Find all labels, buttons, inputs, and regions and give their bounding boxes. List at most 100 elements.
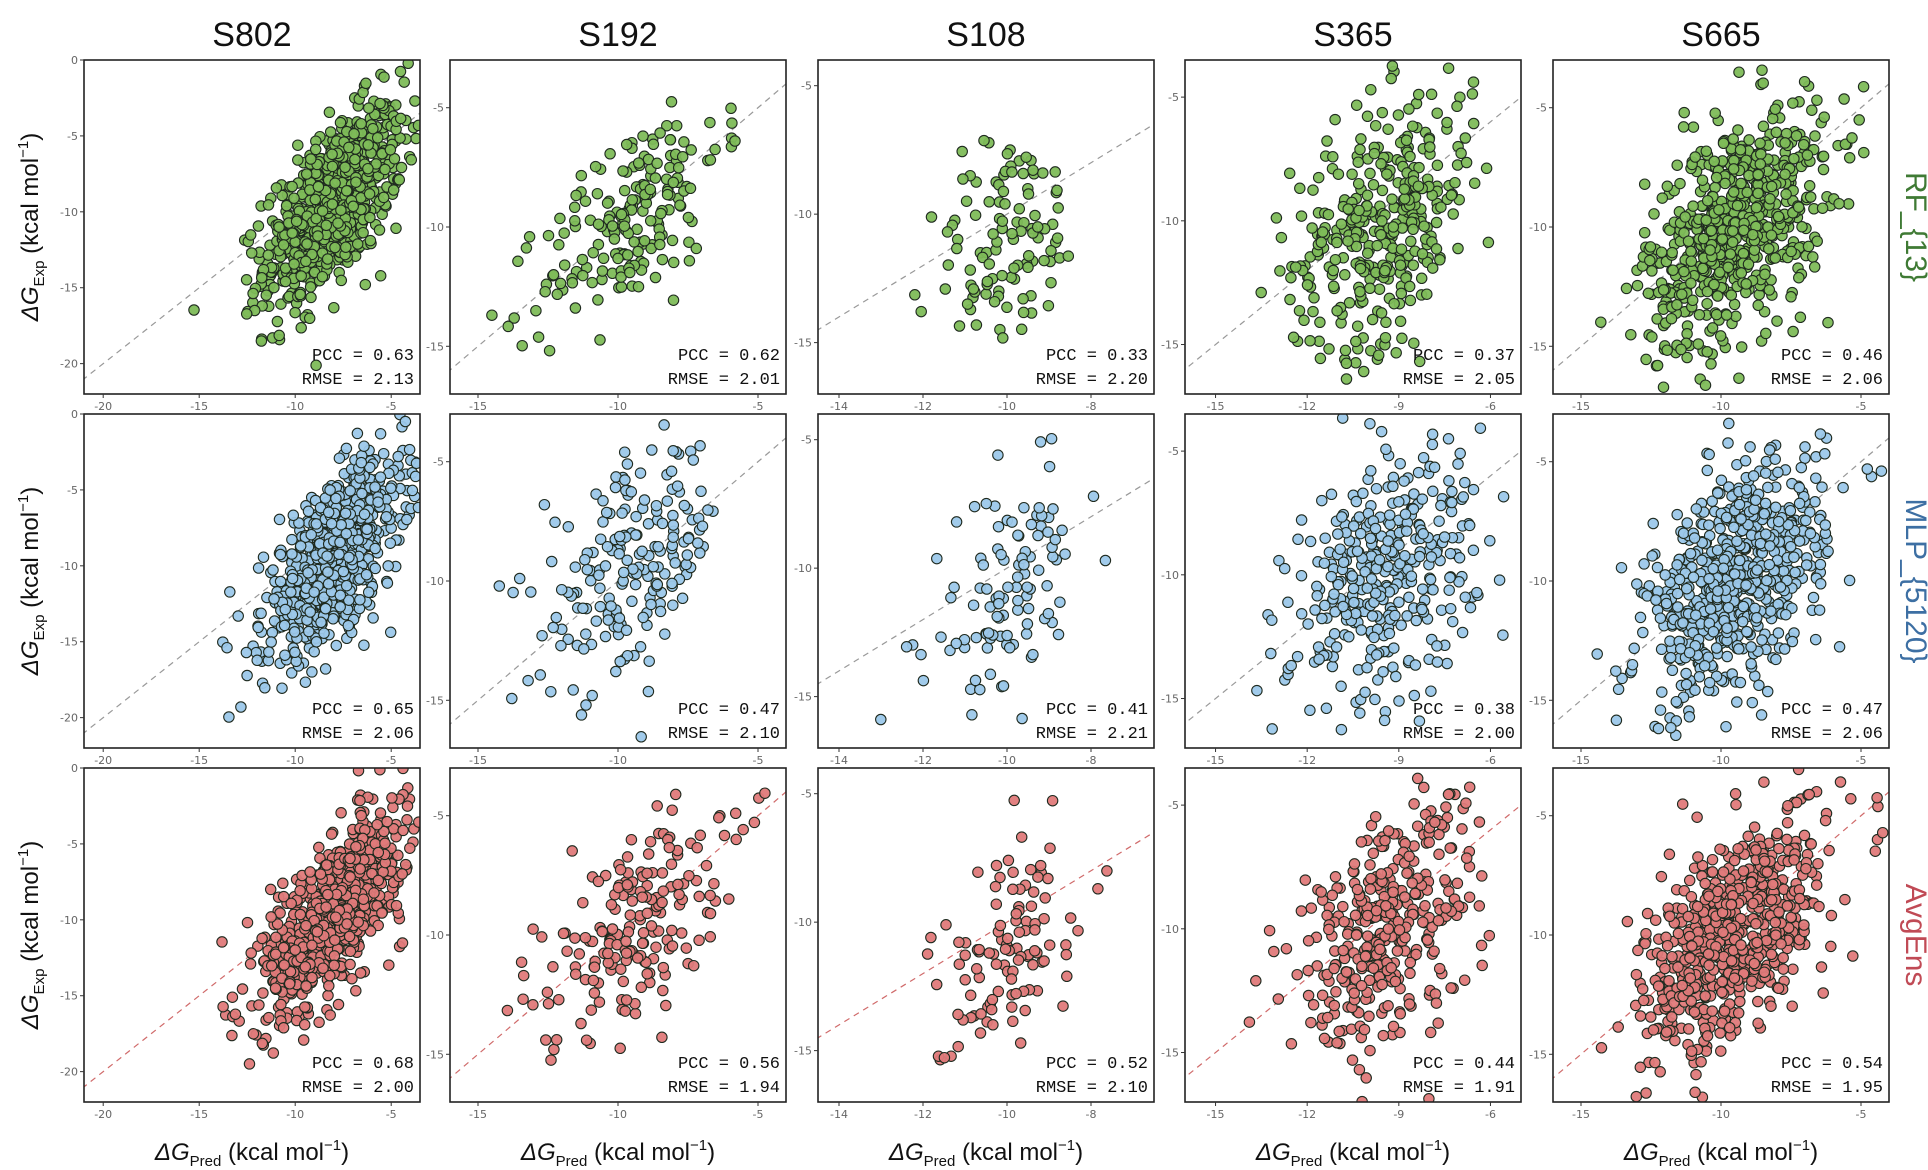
- data-point: [347, 200, 359, 213]
- data-point: [1054, 596, 1066, 608]
- data-point: [554, 277, 567, 290]
- data-point: [1407, 223, 1419, 236]
- data-point: [950, 637, 963, 650]
- data-point: [1681, 517, 1693, 529]
- data-point: [1616, 672, 1628, 685]
- data-point: [618, 184, 631, 197]
- data-point: [262, 249, 275, 261]
- data-point: [1410, 614, 1423, 627]
- data-point: [330, 639, 343, 652]
- data-point: [1454, 447, 1466, 460]
- data-point: [1858, 146, 1870, 159]
- data-point: [1748, 244, 1761, 256]
- data-point: [1811, 235, 1823, 247]
- data-point: [252, 220, 265, 232]
- data-point: [1426, 428, 1439, 441]
- data-point: [315, 616, 327, 629]
- data-point: [1484, 535, 1496, 547]
- data-point: [1327, 151, 1339, 163]
- data-point: [676, 151, 689, 163]
- data-point: [255, 607, 267, 620]
- data-point: [1401, 610, 1413, 622]
- data-point: [951, 242, 963, 255]
- data-point: [1351, 545, 1364, 557]
- data-point: [279, 649, 291, 661]
- data-point: [1275, 231, 1288, 244]
- data-point: [1785, 291, 1797, 303]
- data-point: [1763, 284, 1776, 296]
- data-point: [327, 613, 339, 625]
- data-point: [1747, 228, 1759, 241]
- data-point: [1709, 107, 1721, 119]
- data-point: [1412, 88, 1425, 101]
- data-point: [1368, 147, 1381, 160]
- data-point: [289, 306, 301, 319]
- data-point: [333, 452, 346, 464]
- x-tick-label: -14: [830, 400, 848, 413]
- data-point: [1474, 422, 1487, 434]
- data-point: [364, 234, 377, 247]
- data-point: [390, 222, 402, 235]
- data-point: [1497, 629, 1509, 641]
- data-point: [982, 627, 995, 639]
- data-point: [1022, 188, 1035, 200]
- data-point: [1759, 497, 1772, 510]
- data-point: [1743, 134, 1755, 146]
- data-point: [334, 116, 347, 129]
- data-point: [1394, 457, 1406, 470]
- data-point: [1785, 245, 1797, 258]
- data-point: [981, 275, 994, 288]
- data-point: [334, 601, 346, 613]
- data-point: [1705, 224, 1718, 237]
- data-point: [1332, 578, 1345, 591]
- data-point: [1654, 612, 1667, 624]
- data-point: [1804, 527, 1817, 540]
- data-point: [1769, 501, 1782, 514]
- data-point: [551, 288, 564, 301]
- data-point: [1403, 103, 1415, 115]
- data-point: [632, 157, 645, 169]
- data-point: [304, 281, 317, 293]
- column-title: S192: [578, 16, 657, 54]
- data-point: [397, 824, 409, 837]
- data-point: [305, 291, 317, 304]
- data-point: [300, 168, 313, 180]
- data-point: [373, 224, 386, 236]
- data-point: [275, 998, 287, 1011]
- y-tick-label: -5: [1168, 91, 1179, 104]
- data-point: [1701, 194, 1714, 207]
- data-point: [1846, 132, 1858, 144]
- data-point: [1753, 679, 1765, 692]
- data-point: [1678, 106, 1690, 119]
- data-point: [374, 270, 387, 282]
- data-point: [1788, 551, 1800, 563]
- data-point: [1655, 643, 1668, 656]
- data-point: [1467, 483, 1480, 496]
- y-tick-label: -15: [426, 340, 444, 353]
- data-point: [969, 674, 982, 687]
- data-point: [299, 676, 312, 688]
- data-point: [566, 277, 579, 289]
- data-point: [1308, 292, 1320, 304]
- data-point: [995, 548, 1007, 561]
- data-point: [1689, 684, 1701, 696]
- data-point: [188, 304, 200, 316]
- data-point: [1385, 72, 1397, 85]
- x-tick-label: -15: [1207, 754, 1225, 767]
- data-point: [1686, 294, 1699, 307]
- column-title: S365: [1313, 16, 1392, 54]
- data-point: [543, 344, 556, 357]
- data-point: [964, 264, 977, 276]
- y-tick-label: -15: [60, 636, 78, 649]
- data-point: [260, 289, 273, 301]
- data-point: [1457, 491, 1470, 503]
- data-point: [1017, 306, 1030, 319]
- data-point: [1045, 245, 1057, 257]
- data-point: [1471, 586, 1483, 599]
- data-point: [1780, 608, 1792, 621]
- data-point: [1442, 433, 1455, 445]
- data-point: [1298, 314, 1310, 327]
